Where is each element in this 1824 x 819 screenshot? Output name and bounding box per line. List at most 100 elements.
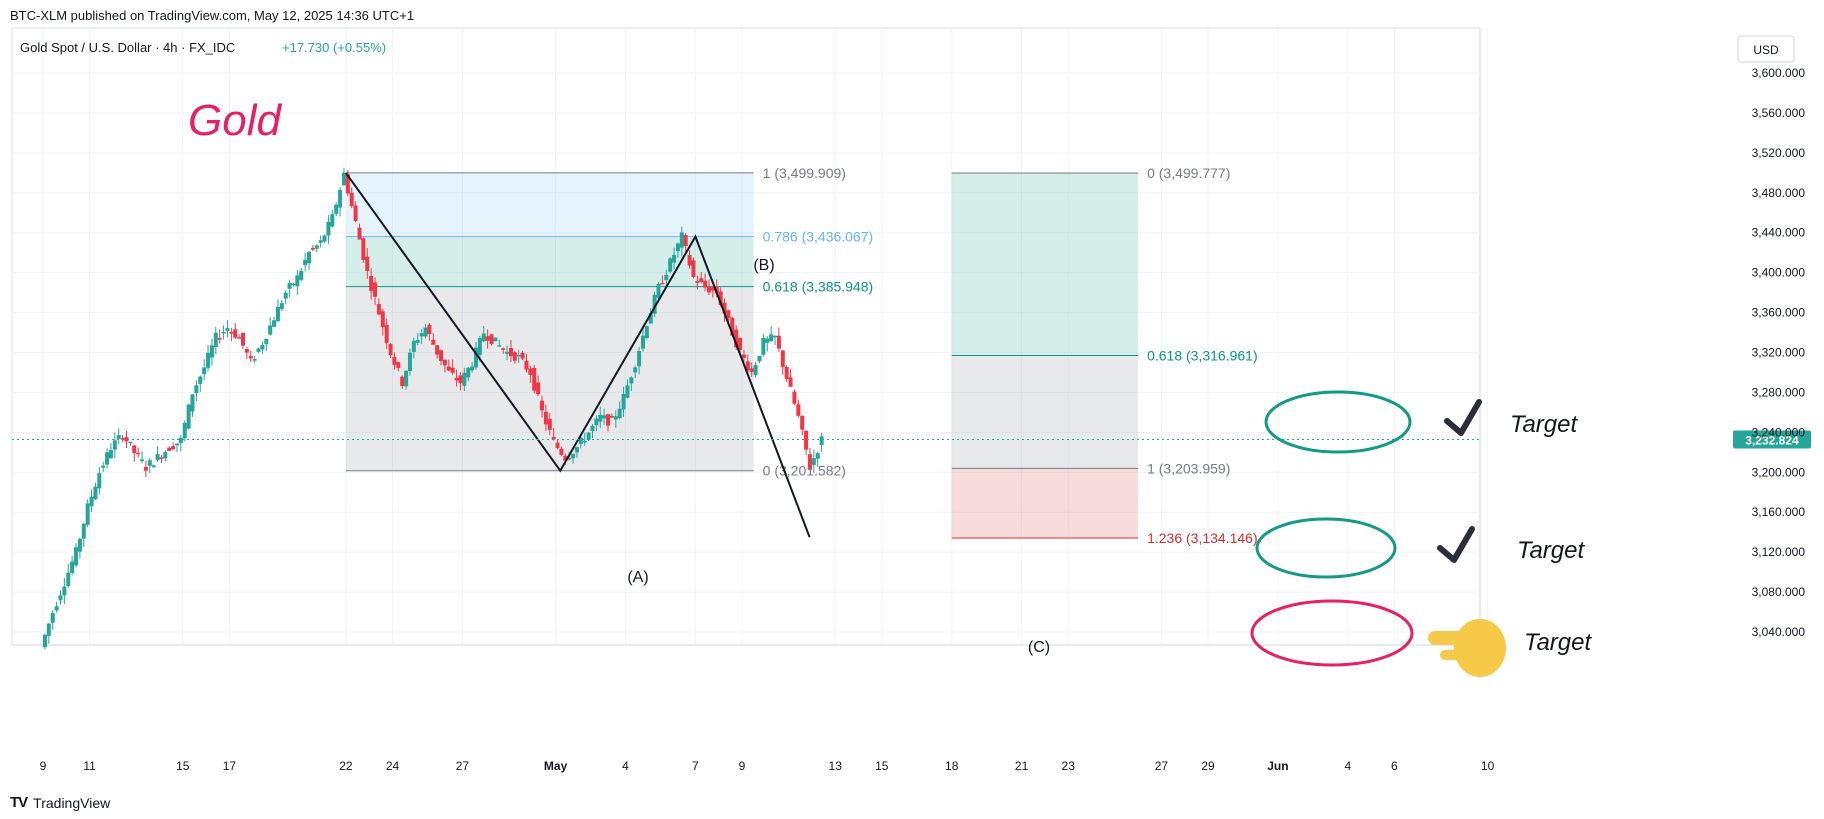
candle-body [493, 337, 498, 342]
pointing-hand-icon [1454, 619, 1506, 677]
candle-body [536, 382, 541, 395]
candle-body [435, 345, 440, 355]
candle-body [648, 313, 653, 324]
checkmark-icon [1444, 399, 1482, 436]
candle-body [446, 366, 451, 371]
candle-body [264, 338, 269, 345]
candle-body [373, 282, 378, 297]
candle-body [540, 400, 545, 411]
time-tick-label: 21 [1015, 759, 1029, 773]
candle-body [415, 340, 420, 343]
candle-body [287, 283, 292, 289]
candle-body [74, 547, 79, 566]
fib-extension-zone [951, 355, 1139, 469]
candle-body [178, 437, 183, 444]
candle-body [419, 333, 424, 337]
candle-body [606, 414, 611, 426]
candle-body [710, 287, 715, 291]
candle-body [322, 235, 327, 242]
candle-body [699, 278, 704, 282]
candle-body [555, 442, 560, 448]
checkmark-icon [1437, 526, 1475, 563]
candle-body [407, 352, 412, 372]
candle-body [718, 291, 723, 306]
candle-body [225, 328, 230, 331]
price-tick-label: 3,600.000 [1752, 66, 1806, 80]
target-circle-1 [1255, 517, 1397, 579]
time-tick-label: 9 [40, 759, 47, 773]
tradingview-logo[interactable]: TV TradingView [10, 794, 110, 811]
candle-body [551, 436, 556, 440]
candle-body [621, 393, 626, 410]
candle-body [392, 356, 397, 365]
candle-body [365, 256, 370, 271]
candle-body [582, 440, 587, 443]
candle-body [54, 606, 59, 611]
time-tick-label: 7 [692, 759, 699, 773]
candle-body [198, 376, 203, 384]
candle-body [85, 503, 90, 525]
price-tick-label: 3,440.000 [1752, 226, 1806, 240]
published-caption: BTC-XLM published on TradingView.com, Ma… [10, 8, 415, 23]
price-tick-label: 3,520.000 [1752, 146, 1806, 160]
candle-body [155, 454, 160, 461]
price-change: +17.730 (+0.55%) [282, 40, 386, 55]
fib-extension-level-label: 0 (3,499.777) [1147, 165, 1230, 181]
candle-body [473, 347, 478, 368]
candle-body [815, 453, 820, 459]
candle-body [128, 441, 133, 444]
fib-extension-level-label: 0.618 (3,316.961) [1147, 348, 1258, 364]
last-price-value: 3,232.824 [1745, 434, 1799, 448]
time-tick-label: 11 [83, 759, 96, 773]
tradingview-brand: TradingView [33, 794, 111, 811]
candle-body [213, 332, 218, 348]
candle-body [159, 457, 164, 459]
candle-body [578, 437, 583, 444]
candle-body [590, 425, 595, 431]
candle-body [617, 408, 622, 419]
time-tick-label: 13 [829, 759, 843, 773]
candle-body [291, 283, 296, 286]
candle-body [66, 572, 71, 586]
candle-body [256, 348, 261, 352]
candle-body [108, 449, 113, 459]
candle-body [625, 385, 630, 398]
candle-body [411, 340, 416, 352]
target-label: Target [1510, 411, 1578, 438]
candle-body [796, 404, 801, 416]
price-tick-label: 3,280.000 [1752, 385, 1806, 399]
candle-body [497, 345, 502, 347]
candle-body [380, 311, 385, 328]
candle-body [462, 372, 467, 386]
candle-body [776, 335, 781, 349]
target-label: Target [1517, 537, 1585, 564]
candle-body [46, 623, 51, 636]
time-tick-label: 22 [339, 759, 353, 773]
candle-body [396, 362, 401, 369]
candle-body [244, 349, 249, 353]
candle-body [586, 432, 591, 440]
candle-body [217, 338, 222, 340]
candle-body [672, 254, 677, 263]
candle-body [792, 391, 797, 404]
target-circle-0618 [1264, 390, 1412, 454]
candle-body [543, 411, 548, 425]
price-tick-label: 3,160.000 [1752, 505, 1806, 519]
candle-body [761, 337, 766, 355]
price-tick-label: 3,240.000 [1752, 425, 1806, 439]
target-circle-1236 [1250, 599, 1414, 667]
candle-body [423, 327, 428, 337]
candle-body [481, 333, 486, 342]
price-tick-label: 3,080.000 [1752, 585, 1806, 599]
candle-body [229, 332, 234, 334]
currency-box [1737, 35, 1795, 63]
candle-body [563, 455, 568, 461]
candle-body [260, 345, 265, 350]
candle-body [730, 317, 735, 336]
candle-body [147, 460, 152, 466]
candle-body [221, 331, 226, 334]
candle-body [341, 172, 346, 186]
price-tick-label: 3,400.000 [1752, 266, 1806, 280]
candle-body [404, 370, 409, 387]
